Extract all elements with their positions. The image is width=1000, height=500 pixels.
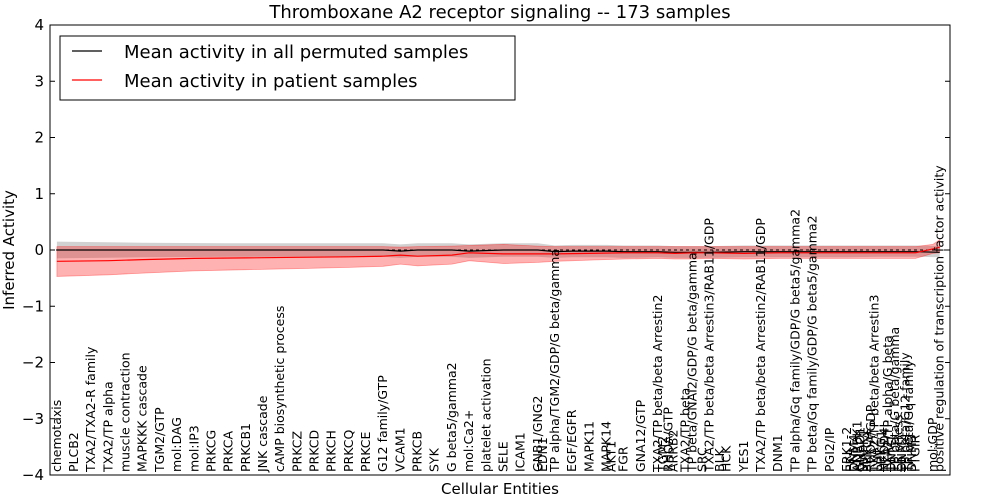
x-tick-label: ARRB2 <box>666 430 681 472</box>
x-tick-label: MAPK14 <box>599 421 614 472</box>
x-tick-label: DNM1 <box>770 434 785 472</box>
legend-label-permuted: Mean activity in all permuted samples <box>124 42 468 63</box>
x-tick-label: FGR <box>616 446 631 472</box>
x-tick-label: G beta5/gamma2 <box>444 362 459 472</box>
x-tick-label: YES1 <box>736 441 751 473</box>
legend: Mean activity in all permuted samples Me… <box>59 35 516 101</box>
x-tick-label: BLK <box>712 447 727 472</box>
x-tick-label: HCK <box>719 445 734 472</box>
x-tick-label: positive regulation of transcription fac… <box>932 165 947 472</box>
x-tick-label: AKT1 <box>604 441 619 472</box>
x-tick-label: PRKCB1 <box>238 423 253 472</box>
y-axis: 4 3 2 1 0 −1 −2 −3 −4 <box>22 16 950 484</box>
y-tick-label: 1 <box>34 185 44 203</box>
x-tick-label: RHOA/GDP <box>863 404 878 472</box>
y-tick-label: 3 <box>34 72 44 90</box>
x-tick-label: TP beta/Gq family/GDP/G beta5/gamma2 <box>805 215 820 473</box>
x-tick-label: DNM4 <box>846 434 861 472</box>
series-line-permuted <box>56 249 940 253</box>
x-tick-label: JNK cascade <box>255 395 270 473</box>
y-tick-label: −3 <box>22 410 44 428</box>
x-tick-label: SELE <box>495 441 510 472</box>
x-axis-label: Cellular Entities <box>441 480 559 498</box>
x-tick-label: ADRBK1 <box>849 420 864 472</box>
x-tick-label: PRKCB <box>410 431 425 472</box>
x-tick-label: GNA12/GTP <box>633 399 648 472</box>
x-tick-label: MAPK1 <box>856 429 871 472</box>
x-tick-labels: chemotaxis PLCB2 TXA2/TXA2-R family TXA2/TP… <box>49 165 947 473</box>
y-tick-label: −4 <box>22 466 44 484</box>
band-patient <box>56 239 941 277</box>
x-tick-label: ER stress <box>891 414 906 472</box>
x-tick-label: PRKCE <box>358 432 373 472</box>
x-tick-label: ICAM1 <box>513 432 528 472</box>
x-tick-label: DNM2 <box>894 434 909 472</box>
x-tick-label: TGM2/GTP <box>152 407 167 473</box>
x-tick-label: NEDD4L <box>877 421 892 472</box>
x-tick-label: G12 family/GTP <box>375 375 390 472</box>
x-tick-label: EGF/EGFR <box>564 409 579 472</box>
x-tick-label: GNAO1 <box>853 427 868 472</box>
x-tick-label: MAPK11 <box>581 421 596 472</box>
x-tick-label: TXA2/TP beta <box>678 388 693 473</box>
x-tick-label: mol:IP3 <box>186 425 201 472</box>
x-tick-label: TXA2/TXA2-R family <box>83 346 98 473</box>
x-tick-label: PRKCA <box>221 431 236 472</box>
legend-label-patient: Mean activity in patient samples <box>124 71 418 92</box>
y-tick-label: 4 <box>34 16 44 34</box>
x-tick-label: PLCB2 <box>66 432 81 472</box>
x-tick-label: PRKG1 <box>873 430 888 472</box>
x-tick-label: GNB1/GNG2 <box>530 396 545 472</box>
x-tick-label: TXA2/TP beta/beta Arrestin3/RAB11/GDP <box>702 218 717 473</box>
y-tick-label: 0 <box>34 241 44 259</box>
x-tick-label: cAMP biosynthetic process <box>272 306 287 472</box>
x-tick-label: PRKCH <box>324 430 339 472</box>
x-tick-label: TXA2/TP alpha <box>100 381 115 473</box>
x-tick-label: PGI2/IP <box>822 427 837 472</box>
chart-title: Thromboxane A2 receptor signaling -- 173… <box>268 2 730 23</box>
x-tick-label: chemotaxis <box>49 400 64 472</box>
x-tick-label: PKA <box>842 447 857 472</box>
x-tick-label: TP beta/G beta/gamma <box>887 327 902 473</box>
series-line-patient <box>56 246 940 262</box>
x-tick-label: PRKCD <box>307 430 322 472</box>
x-tick-label: TP alpha/Gq family/GDP/G beta5/gamma2 <box>787 209 802 473</box>
x-tick-label: muscle contraction <box>118 352 133 472</box>
x-tick-label: TXA2/TP beta/beta Arrestin2/RAB11/GDP <box>753 218 768 473</box>
x-tick-label: PRKCQ <box>341 430 356 472</box>
x-tick-label: mol:DAG <box>169 417 184 472</box>
legend-box <box>59 35 516 101</box>
x-tick-label: mol:GDP <box>925 417 940 472</box>
x-tick-label: TGM2 <box>655 436 670 473</box>
x-tick-label: platelet activation <box>478 358 493 472</box>
x-tick-label: PRKCZ <box>289 431 304 472</box>
x-tick-label: SRC <box>695 447 710 472</box>
x-tick-label: SYK <box>427 447 442 472</box>
x-tick-label: TP beta/G12 family <box>897 352 912 473</box>
y-tick-label: −2 <box>22 354 44 372</box>
x-tick-label: VCAM1 <box>392 427 407 472</box>
x-tick-label: DNM3 <box>904 434 919 472</box>
x-tick-label: TXA2/TP beta/beta Arrestin3 <box>866 295 881 473</box>
x-tick-label: RHOA/GTP <box>660 407 675 472</box>
x-tick-label: DNM1 <box>884 434 899 472</box>
x-tick-label: PTGIR <box>908 434 923 472</box>
x-tick-label: LYN <box>870 450 885 472</box>
x-tick-label: TP beta/GNAI2/GDP/G beta/gamma <box>684 252 699 473</box>
y-axis-label: Inferred Activity <box>0 190 18 310</box>
y-tick-label: −1 <box>22 297 44 315</box>
y-tick-label: 2 <box>34 129 44 147</box>
plot-area <box>49 24 951 476</box>
x-tick-label: PRKCA <box>860 431 875 472</box>
x-tick-label: EDN1 <box>535 437 550 472</box>
x-tick-label: mol:Ca2+ <box>461 410 476 472</box>
x-tick-label: TXA2/TP beta/beta Arrestin2 <box>650 295 665 473</box>
x-tick-label: TP alpha/TGM2/GDP/G beta/gamma <box>547 249 562 473</box>
x-tick-label: TP beta/Gq family <box>901 360 916 473</box>
x-tick-label: MAPKKK cascade <box>135 365 150 472</box>
x-tick-label: TXA2/TP alpha/G beta <box>880 335 895 473</box>
x-tick-label: ERK1-2 <box>839 427 854 472</box>
x-tick-label: PRKCG <box>204 430 219 472</box>
